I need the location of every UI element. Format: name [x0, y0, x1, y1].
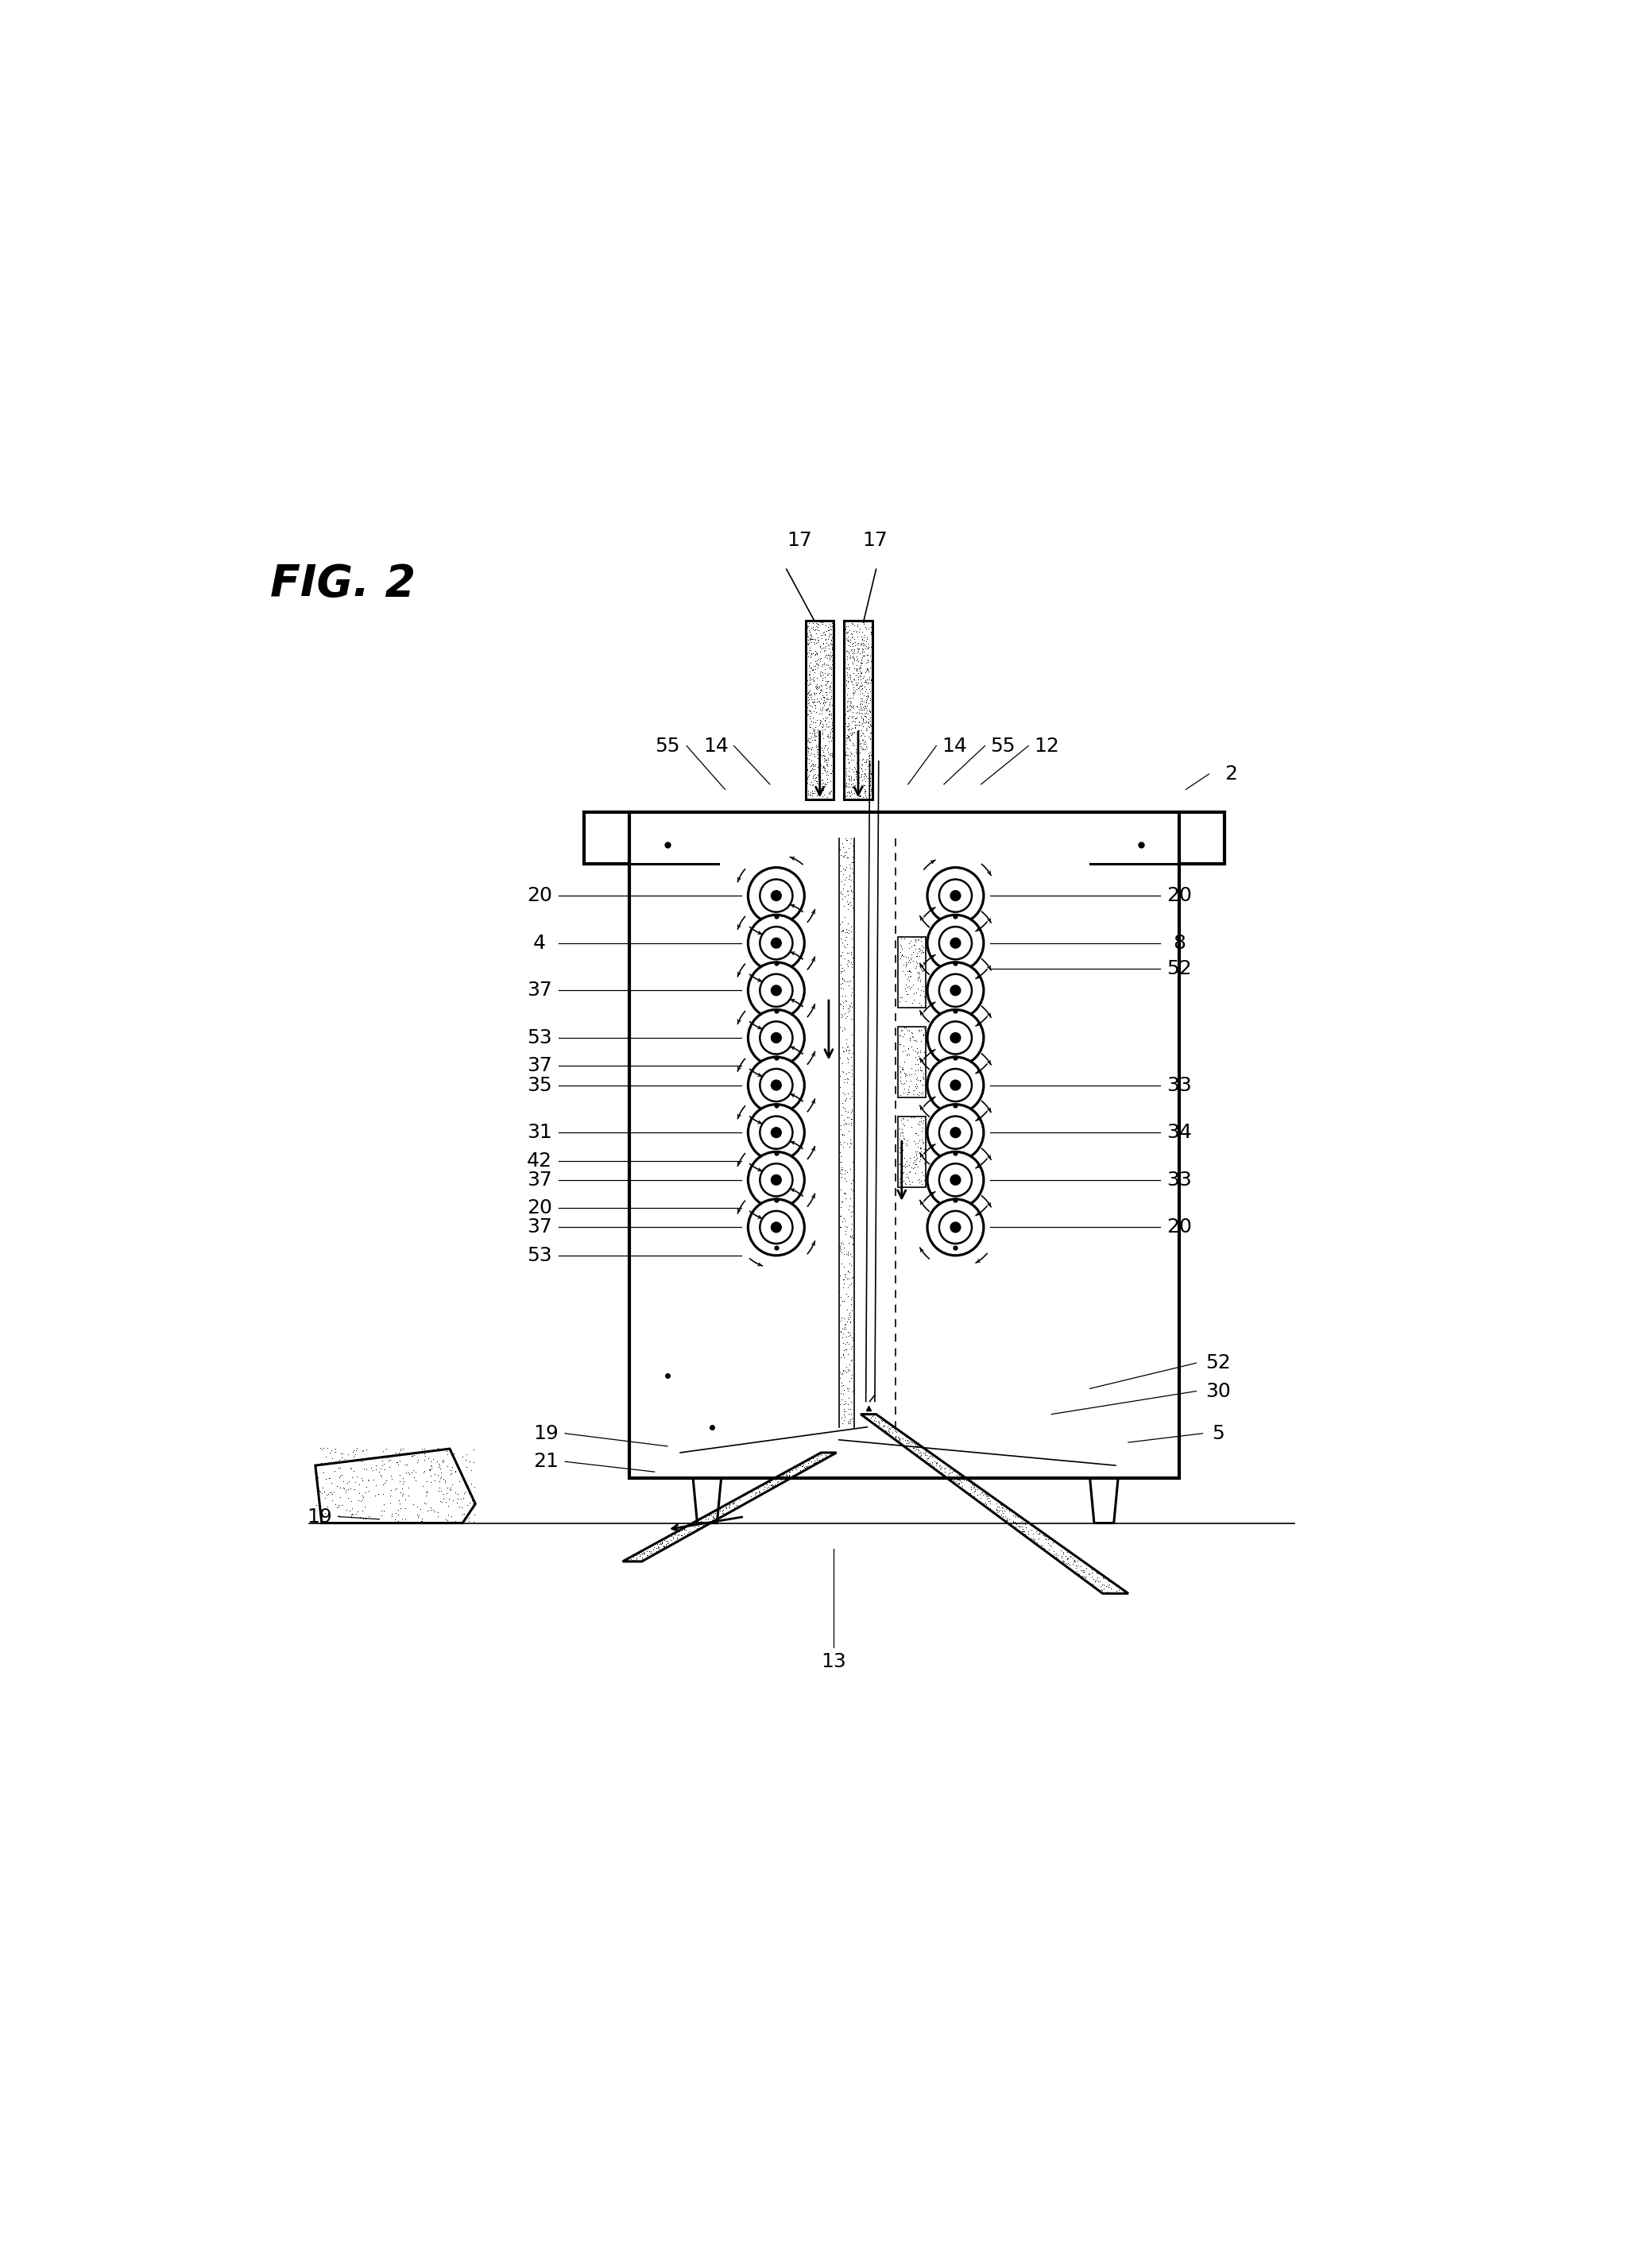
Bar [899, 1027, 927, 1098]
Circle shape [770, 889, 781, 900]
Circle shape [760, 1163, 793, 1195]
Text: 19: 19 [307, 1508, 332, 1526]
Circle shape [950, 1032, 961, 1043]
Circle shape [748, 962, 805, 1018]
Text: 52: 52 [1206, 1354, 1231, 1372]
Text: 19: 19 [534, 1424, 558, 1442]
Circle shape [760, 880, 793, 912]
Circle shape [938, 1021, 971, 1055]
Circle shape [770, 1032, 781, 1043]
Text: 35: 35 [527, 1075, 552, 1095]
Circle shape [760, 1068, 793, 1102]
Circle shape [927, 1009, 983, 1066]
Circle shape [748, 1200, 805, 1256]
Circle shape [770, 1080, 781, 1091]
Bar [844, 621, 872, 801]
Circle shape [927, 1057, 983, 1114]
Circle shape [760, 1116, 793, 1150]
Text: 33: 33 [1166, 1170, 1193, 1188]
Circle shape [938, 880, 971, 912]
Circle shape [950, 1175, 961, 1186]
Text: 13: 13 [821, 1651, 846, 1672]
Text: 37: 37 [527, 1218, 552, 1236]
Circle shape [938, 973, 971, 1007]
Circle shape [950, 1127, 961, 1139]
Bar [629, 812, 1180, 1479]
Circle shape [760, 1211, 793, 1243]
Circle shape [927, 1152, 983, 1209]
Text: 20: 20 [1166, 887, 1193, 905]
Circle shape [748, 866, 805, 923]
Circle shape [927, 866, 983, 923]
Text: 37: 37 [527, 1170, 552, 1188]
Text: 21: 21 [534, 1452, 558, 1472]
Circle shape [748, 1152, 805, 1209]
Circle shape [938, 1211, 971, 1243]
Circle shape [748, 1105, 805, 1161]
Text: 30: 30 [1206, 1381, 1231, 1402]
Text: 20: 20 [527, 887, 552, 905]
Text: 37: 37 [527, 980, 552, 1000]
Circle shape [927, 962, 983, 1018]
Text: 17: 17 [862, 531, 887, 549]
Text: 52: 52 [1166, 959, 1193, 978]
Text: 34: 34 [1166, 1123, 1193, 1143]
Text: 17: 17 [786, 531, 811, 549]
Circle shape [950, 1222, 961, 1234]
Text: FIG. 2: FIG. 2 [271, 562, 416, 606]
Text: 53: 53 [527, 1245, 552, 1266]
Text: 8: 8 [1173, 934, 1186, 953]
Circle shape [770, 1222, 781, 1234]
Circle shape [950, 937, 961, 948]
Circle shape [938, 928, 971, 959]
Text: 42: 42 [527, 1152, 552, 1170]
Circle shape [770, 984, 781, 996]
Circle shape [938, 1068, 971, 1102]
Text: 55: 55 [654, 737, 681, 755]
Circle shape [760, 928, 793, 959]
Text: 55: 55 [990, 737, 1016, 755]
Text: 53: 53 [527, 1027, 552, 1048]
Text: 5: 5 [1211, 1424, 1224, 1442]
Bar [899, 937, 927, 1007]
Circle shape [950, 1080, 961, 1091]
Text: 2: 2 [1224, 764, 1237, 782]
Text: 14: 14 [942, 737, 966, 755]
Text: 31: 31 [527, 1123, 552, 1143]
Circle shape [927, 914, 983, 971]
Circle shape [770, 937, 781, 948]
Circle shape [950, 984, 961, 996]
Circle shape [770, 1175, 781, 1186]
Text: 20: 20 [1166, 1218, 1193, 1236]
Circle shape [927, 1200, 983, 1256]
Circle shape [938, 1163, 971, 1195]
Text: 4: 4 [534, 934, 545, 953]
Text: 14: 14 [704, 737, 729, 755]
Text: 12: 12 [1034, 737, 1059, 755]
Text: 33: 33 [1166, 1075, 1193, 1095]
Text: 37: 37 [527, 1057, 552, 1075]
Bar [806, 621, 834, 801]
Circle shape [938, 1116, 971, 1150]
Circle shape [950, 889, 961, 900]
Circle shape [927, 1105, 983, 1161]
Circle shape [748, 1009, 805, 1066]
Circle shape [760, 973, 793, 1007]
Circle shape [770, 1127, 781, 1139]
Bar [899, 1116, 927, 1186]
Circle shape [748, 1057, 805, 1114]
Circle shape [748, 914, 805, 971]
Text: 20: 20 [527, 1198, 552, 1218]
Circle shape [760, 1021, 793, 1055]
